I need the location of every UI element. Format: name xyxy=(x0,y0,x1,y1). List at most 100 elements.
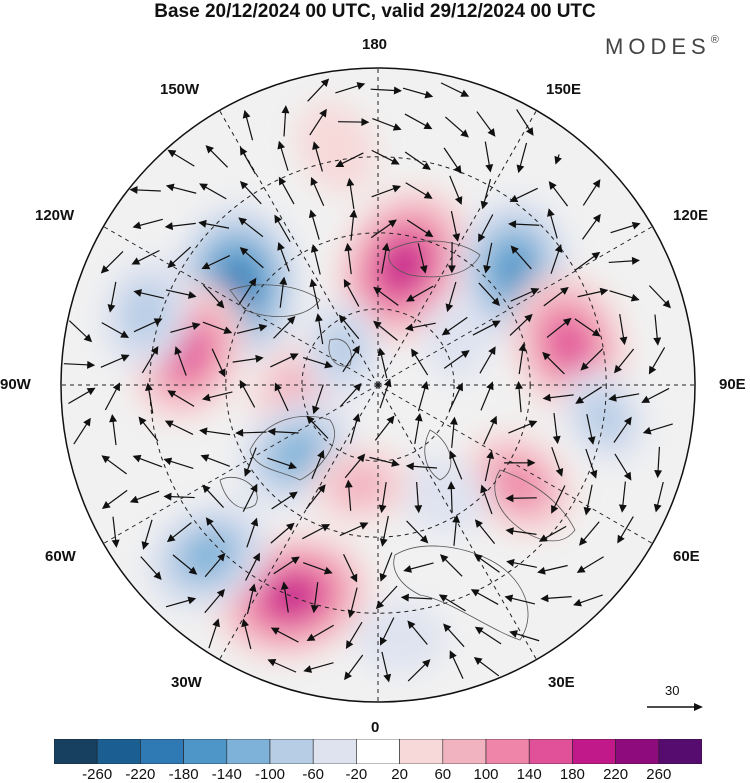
wind-vector-head xyxy=(592,213,601,223)
wind-vector-head xyxy=(486,450,495,460)
wind-vector-head xyxy=(505,527,514,536)
wind-vector-head xyxy=(452,514,461,523)
wind-vector-head xyxy=(424,229,434,238)
colorbar-swatch xyxy=(658,739,702,764)
wind-vector-head xyxy=(242,109,251,119)
wind-vector-head xyxy=(491,320,501,328)
wind-vector-head xyxy=(120,330,130,338)
wind-vector-head xyxy=(483,264,491,274)
wind-vector-head xyxy=(623,471,632,481)
wind-vector-head xyxy=(648,365,657,375)
wind-vector-head xyxy=(383,378,392,388)
wind-vector-head xyxy=(373,320,382,329)
wind-vector-head xyxy=(279,276,288,285)
colorbar-swatch xyxy=(442,739,487,764)
anomaly-cell xyxy=(394,455,489,534)
wind-vector-head xyxy=(631,221,641,230)
colorbar-tick-label: -20 xyxy=(345,766,368,783)
wind-vector-head xyxy=(591,328,601,337)
wind-vector-head xyxy=(288,461,298,470)
colorbar-swatch xyxy=(528,739,573,764)
wind-vector-head xyxy=(163,457,173,466)
wind-vector-head xyxy=(317,449,325,459)
wind-vector-head xyxy=(205,145,214,154)
wind-vector-head xyxy=(201,261,211,270)
colorbar-swatch xyxy=(226,739,271,764)
wind-vector-head xyxy=(174,346,182,355)
wind-vector-head xyxy=(548,181,557,190)
wind-vector-head xyxy=(504,594,514,603)
anomaly-cell xyxy=(119,281,171,346)
meridian-line xyxy=(219,384,379,660)
wind-vector-head xyxy=(223,326,233,334)
wind-vector-head xyxy=(312,141,320,150)
wind-vector-head xyxy=(542,393,551,402)
wind-vector-head xyxy=(243,468,252,477)
wind-vector-head xyxy=(390,157,400,165)
wind-vector-head xyxy=(587,436,596,445)
wind-vector-head xyxy=(187,291,197,299)
brand-text: MODES xyxy=(605,34,711,59)
wind-vector-head xyxy=(131,257,141,265)
wind-vector-head xyxy=(518,343,527,352)
wind-vector-head xyxy=(321,524,331,532)
wind-vector-head xyxy=(420,380,429,390)
wind-vector-head xyxy=(164,222,174,231)
wind-vector-head xyxy=(248,277,257,287)
wind-vector-head xyxy=(187,596,197,605)
wind-vector-head xyxy=(308,209,317,219)
wind-vector-head xyxy=(473,657,483,665)
coastline xyxy=(424,429,452,481)
wind-vector-head xyxy=(438,594,448,602)
wind-vector-head xyxy=(87,360,96,369)
wind-vector-head xyxy=(167,259,176,269)
wind-vector-head xyxy=(359,522,369,530)
wind-vector-head xyxy=(216,588,225,598)
wind-vector-head xyxy=(447,481,456,490)
lon-label-30e: 30E xyxy=(548,674,575,691)
wind-vector-head xyxy=(460,350,470,358)
wind-vector-head xyxy=(239,180,249,190)
colorbar-tick-label: 220 xyxy=(603,766,629,783)
colorbar-tick-label: 20 xyxy=(391,766,408,783)
wind-vector-head xyxy=(580,362,589,371)
wind-vector-head xyxy=(277,140,286,150)
wind-vector-head xyxy=(239,247,249,256)
reference-vector-label: 30 xyxy=(665,683,680,698)
wind-vector-head xyxy=(516,164,525,174)
wind-vector-head xyxy=(407,620,416,630)
wind-vector-head xyxy=(589,469,598,479)
wind-vector-head xyxy=(631,256,641,265)
wind-vector-head xyxy=(373,286,382,295)
coastline xyxy=(328,338,352,367)
meridian-line xyxy=(377,226,653,386)
wind-vector-head xyxy=(310,244,319,253)
wind-vector-head xyxy=(388,219,397,228)
wind-vector-head xyxy=(552,435,561,445)
wind-vector-head xyxy=(405,294,415,302)
coastline xyxy=(219,476,258,509)
wind-vector-head xyxy=(202,484,211,494)
wind-vector-head xyxy=(217,552,226,562)
wind-vector-head xyxy=(440,554,449,563)
wind-vector-head xyxy=(132,221,142,230)
wind-vector-head xyxy=(345,640,354,650)
anomaly-cell xyxy=(319,320,365,378)
wind-vector-head xyxy=(167,390,177,398)
wind-vector-head xyxy=(527,458,536,467)
wind-vector-head xyxy=(111,539,120,548)
wind-vector-head xyxy=(455,382,463,392)
wind-vector-head xyxy=(309,278,318,288)
colorbar-swatch xyxy=(572,739,616,764)
wind-vector-head xyxy=(618,504,627,513)
wind-vector-head xyxy=(613,364,623,374)
anomaly-cell xyxy=(183,533,233,578)
wind-vector-head xyxy=(538,534,548,542)
anomaly-cell xyxy=(353,601,447,674)
wind-vector-head xyxy=(486,381,494,391)
wind-vector-head xyxy=(280,581,289,590)
wind-vector-head xyxy=(239,146,248,156)
wind-vector-head xyxy=(555,467,564,477)
wind-vector-head xyxy=(491,297,500,307)
wind-vector-head xyxy=(199,427,208,436)
